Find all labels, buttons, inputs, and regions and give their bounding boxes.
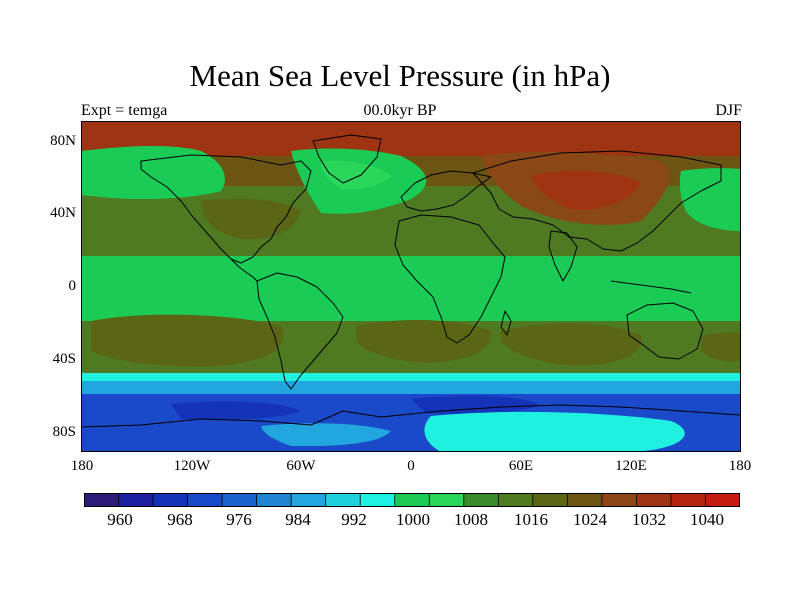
colorbar-swatch <box>256 493 292 507</box>
colorbar-swatch <box>670 493 706 507</box>
pacific-high-east <box>701 332 741 362</box>
greenland-outline <box>312 134 382 184</box>
colorbar-swatch <box>636 493 672 507</box>
map-frame <box>81 121 741 452</box>
southern-ocean-low-east <box>411 395 541 414</box>
south-atlantic-high <box>356 319 492 363</box>
india-outline <box>548 230 578 282</box>
africa-outline <box>394 214 506 344</box>
colorbar-swatch <box>429 493 465 507</box>
colorbar-label: 1024 <box>573 510 607 529</box>
north-america-outline <box>140 154 312 264</box>
colorbar-label: 1016 <box>514 510 548 529</box>
colorbar-label: 960 <box>107 510 133 529</box>
colorbar-label: 968 <box>167 510 193 529</box>
colorbar-swatch <box>532 493 568 507</box>
colorbar-swatch <box>222 493 258 507</box>
colorbar-label: 1040 <box>690 510 724 529</box>
lon-label-120e: 120E <box>615 458 647 474</box>
colorbar <box>84 493 740 507</box>
asia-outline <box>472 150 722 252</box>
period-label: 00.0kyr BP <box>363 102 437 119</box>
lon-label-180e: 180 <box>728 458 752 474</box>
colorbar-swatch <box>291 493 327 507</box>
colorbar-label: 1000 <box>396 510 430 529</box>
antarctic-high <box>424 411 685 452</box>
antarctica-outline <box>81 404 741 428</box>
colorbar-swatch <box>84 493 120 507</box>
colorbar-label: 1032 <box>632 510 666 529</box>
colorbar-frame <box>84 493 740 507</box>
lon-label-60e: 60E <box>508 458 534 474</box>
lon-label-180w: 180 <box>70 458 94 474</box>
south-america-outline <box>256 272 344 390</box>
central-america-outline <box>230 258 258 282</box>
colorbar-swatch <box>118 493 154 507</box>
season-label: DJF <box>715 102 742 119</box>
atlantic-low-inner <box>321 160 391 190</box>
colorbar-swatch <box>325 493 361 507</box>
north-pacific-low-east <box>679 168 741 231</box>
antarctic-high-west <box>261 423 391 447</box>
lat-label-0: 0 <box>68 278 77 294</box>
colorbar-swatch <box>463 493 499 507</box>
pressure-map <box>81 121 741 452</box>
experiment-label: Expt = temga <box>81 102 168 119</box>
lat-label-40n: 40N <box>50 205 76 221</box>
southern-ocean-low <box>171 401 301 420</box>
colorbar-swatch <box>394 493 430 507</box>
lon-label-60w: 60W <box>286 458 316 474</box>
colorbar-label: 1008 <box>454 510 488 529</box>
colorbar-swatch <box>601 493 637 507</box>
lat-label-80s: 80S <box>52 424 76 440</box>
lat-label-80n: 80N <box>50 133 76 149</box>
colorbar-swatch <box>360 493 396 507</box>
colorbar-label: 992 <box>341 510 367 529</box>
colorbar-swatch <box>705 493 740 507</box>
indonesia-outline <box>610 280 692 294</box>
band-south-mid <box>81 373 741 381</box>
lon-label-0: 0 <box>407 458 415 474</box>
map-title: Mean Sea Level Pressure (in hPa) <box>189 58 611 93</box>
europe-outline <box>400 170 492 212</box>
lat-label-40s: 40S <box>52 351 76 367</box>
colorbar-swatch <box>187 493 223 507</box>
band-south-light <box>81 381 741 394</box>
indian-ocean-high <box>501 323 642 366</box>
madagascar-outline <box>500 310 512 336</box>
colorbar-label: 984 <box>285 510 311 529</box>
colorbar-swatch <box>498 493 534 507</box>
south-pacific-high <box>91 314 284 367</box>
colorbar-label: 976 <box>226 510 252 529</box>
pacific-high-north <box>81 164 164 191</box>
siberian-high-core <box>531 170 641 210</box>
colorbar-swatch <box>153 493 189 507</box>
colorbar-swatch <box>567 493 603 507</box>
australia-outline <box>626 302 704 360</box>
lon-label-120w: 120W <box>173 458 211 474</box>
